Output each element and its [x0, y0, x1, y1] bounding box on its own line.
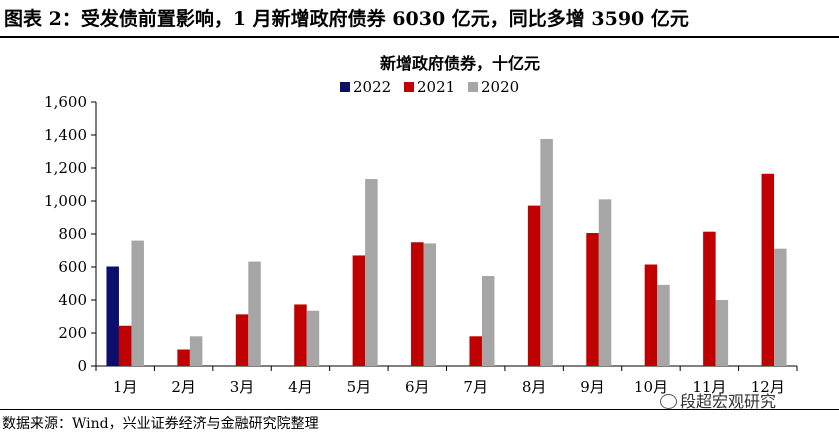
chart-legend: 2022 2021 2020: [340, 78, 519, 96]
bar-2020-2月: [189, 336, 203, 366]
legend-label-2022: 2022: [353, 78, 391, 96]
bar-series: [106, 138, 787, 366]
chart-title: 新增政府债券，十亿元: [380, 54, 540, 73]
bar-2021-2月: [177, 349, 190, 366]
bar-2020-6月: [423, 243, 437, 366]
bar-2021-5月: [352, 255, 366, 366]
legend-swatch-2021: [404, 82, 414, 92]
y-tick-label: 1,000: [44, 192, 87, 210]
bar-chart: 新增政府债券，十亿元 2022 2021 2020 0 200 400 600 800 1,0…: [44, 54, 798, 396]
legend-swatch-2022: [340, 82, 350, 92]
bar-2020-5月: [365, 179, 378, 366]
bar-2021-12月: [761, 173, 775, 366]
y-tick-label: 400: [58, 291, 87, 309]
x-tick-label: 8月: [522, 378, 547, 396]
x-tick-label: 9月: [580, 378, 605, 396]
x-tick-label: 3月: [230, 378, 255, 396]
legend-swatch-2020: [468, 82, 478, 92]
bar-2021-4月: [294, 304, 307, 366]
source-note: 数据来源：Wind，兴业证券经济与金融研究院整理: [2, 416, 319, 432]
figure-title: 图表 2：受发债前置影响，1 月新增政府债券 6030 亿元，同比多增 3590…: [4, 8, 689, 30]
y-tick-label: 0: [77, 357, 87, 375]
x-tick-label: 5月: [347, 378, 372, 396]
legend-label-2021: 2021: [417, 78, 455, 96]
footer-rule: [0, 409, 839, 410]
bar-2021-1月: [118, 325, 132, 366]
bar-2021-9月: [586, 233, 599, 366]
bar-2020-11月: [715, 300, 729, 366]
bar-2021-3月: [235, 314, 249, 366]
legend-label-2020: 2020: [481, 78, 519, 96]
x-tick-label: 10月: [634, 378, 668, 396]
bar-2021-8月: [527, 205, 541, 366]
figure-header: 图表 2：受发债前置影响，1 月新增政府债券 6030 亿元，同比多增 3590…: [0, 0, 839, 38]
bar-2020-9月: [598, 199, 612, 366]
x-tick-label: 6月: [405, 378, 430, 396]
y-tick-label: 1,600: [44, 93, 87, 111]
watermark: 段超宏观研究: [660, 388, 776, 412]
title-rule: [0, 36, 839, 38]
x-axis: 1月 2月 3月 4月 5月 6月 7月 8月 9月 10月 11月 12月: [95, 365, 798, 396]
x-tick-label: 7月: [463, 378, 488, 396]
bar-2020-12月: [774, 248, 787, 366]
y-axis: 0 200 400 600 800 1,000 1,200 1,400 1,600: [44, 93, 97, 375]
y-tick-label: 600: [58, 258, 87, 276]
x-tick-label: 12月: [751, 378, 785, 396]
y-tick-label: 1,200: [44, 159, 87, 177]
bar-2020-3月: [248, 261, 261, 366]
y-tick-label: 1,400: [44, 126, 87, 144]
bar-2022-1月: [106, 266, 119, 366]
bar-2020-7月: [481, 276, 495, 366]
x-tick-label: 4月: [288, 378, 313, 396]
bar-2020-4月: [306, 310, 320, 366]
bar-2021-6月: [411, 242, 424, 366]
bar-2021-10月: [644, 264, 658, 366]
x-tick-label: 2月: [171, 378, 196, 396]
bar-2021-11月: [703, 231, 716, 366]
bar-2021-7月: [469, 336, 482, 366]
y-tick-label: 800: [58, 225, 87, 243]
watermark-text: 段超宏观研究: [680, 392, 777, 411]
wechat-icon: [660, 394, 677, 409]
y-tick-label: 200: [58, 324, 87, 342]
x-tick-label: 1月: [113, 378, 138, 396]
bar-2020-10月: [657, 284, 670, 366]
bar-2020-1月: [131, 240, 144, 366]
x-tick-label: 11月: [692, 378, 726, 396]
bar-2020-8月: [540, 138, 553, 366]
